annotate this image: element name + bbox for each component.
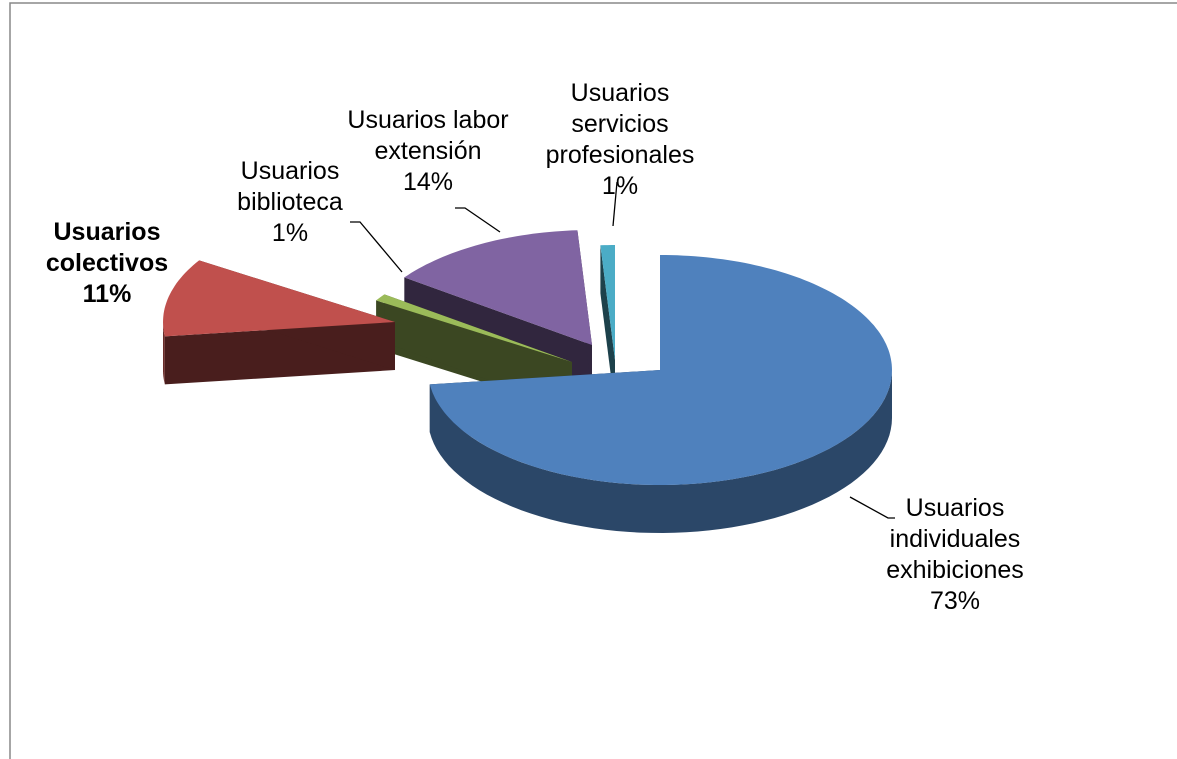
slice-top bbox=[404, 230, 592, 345]
slice-top bbox=[600, 245, 615, 360]
leader-line bbox=[455, 207, 501, 233]
slice-label: Usuarios labor extensión 14% bbox=[326, 105, 531, 198]
value-label: 14% bbox=[402, 168, 454, 196]
slice bbox=[163, 260, 395, 385]
frame bbox=[9, 2, 1177, 759]
value-label: 73% bbox=[929, 587, 981, 615]
slice-side bbox=[600, 245, 615, 408]
category-label: Usuarios servicios profesionales bbox=[545, 79, 695, 169]
leader-line bbox=[350, 221, 403, 273]
value-label: 1% bbox=[601, 172, 639, 200]
leader-lines bbox=[350, 181, 895, 519]
slice-top bbox=[163, 260, 395, 337]
slice-top bbox=[429, 255, 892, 485]
slice-label: Usuarios colectivos 11% bbox=[32, 217, 182, 310]
slice-side bbox=[429, 370, 892, 533]
category-label: Usuarios individuales exhibiciones bbox=[886, 494, 1024, 584]
slice-label: Usuarios individuales exhibiciones 73% bbox=[868, 493, 1043, 617]
slice-label: Usuarios biblioteca 1% bbox=[215, 156, 365, 249]
slice-top bbox=[376, 294, 572, 362]
slice bbox=[429, 255, 892, 533]
pie bbox=[163, 230, 892, 533]
leader-line bbox=[849, 496, 895, 519]
category-label: Usuarios colectivos bbox=[45, 218, 169, 277]
value-label: 11% bbox=[82, 280, 132, 308]
slice-side bbox=[163, 322, 165, 385]
slice-label: Usuarios servicios profesionales 1% bbox=[530, 78, 710, 202]
leader-line bbox=[612, 181, 618, 227]
category-label: Usuarios labor extensión bbox=[347, 106, 509, 165]
slice bbox=[600, 245, 615, 408]
category-label: Usuarios biblioteca bbox=[237, 157, 343, 216]
value-label: 1% bbox=[271, 219, 309, 247]
